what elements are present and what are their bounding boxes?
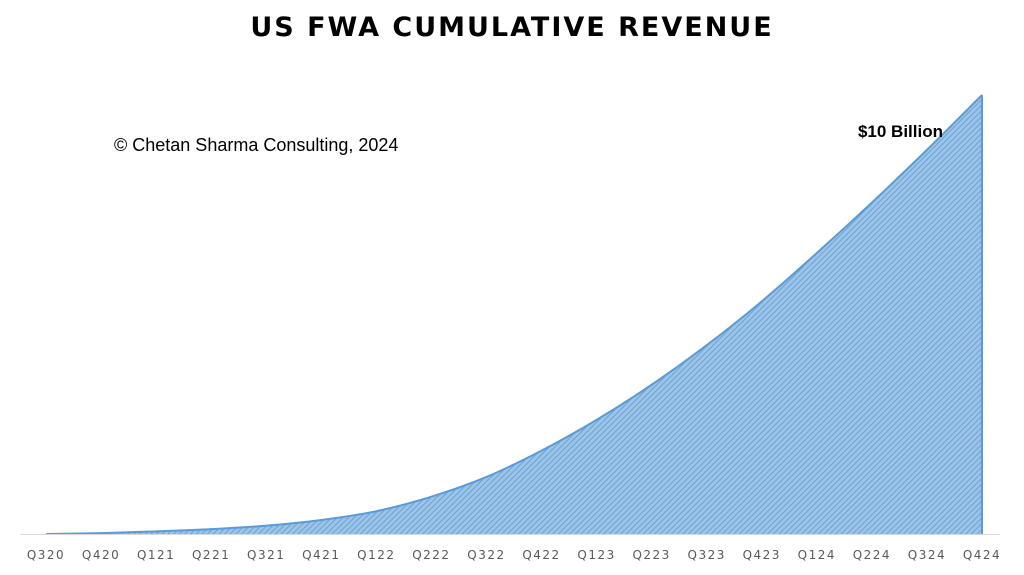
x-tick-label: Q222 (412, 548, 450, 562)
x-tick-label: Q322 (467, 548, 505, 562)
chart-title: US FWA CUMULATIVE REVENUE (250, 12, 774, 43)
data-labels: $10 Billion (858, 122, 943, 141)
x-tick-label: Q422 (522, 548, 560, 562)
x-tick-label: Q123 (577, 548, 615, 562)
x-tick-label: Q323 (688, 548, 726, 562)
area-fill (46, 95, 982, 534)
x-tick-label: Q221 (192, 548, 230, 562)
x-tick-label: Q420 (82, 548, 120, 562)
x-tick-label: Q421 (302, 548, 340, 562)
x-tick-label: Q223 (632, 548, 670, 562)
x-tick-label: Q423 (743, 548, 781, 562)
x-tick-label: Q121 (137, 548, 175, 562)
x-tick-label: Q424 (963, 548, 1001, 562)
area-layer (45, 94, 983, 535)
x-tick-label: Q124 (798, 548, 836, 562)
x-tick-label: Q320 (27, 548, 65, 562)
x-tick-labels: Q320 Q420 Q121 Q221 Q321 Q421 Q122 Q222 Q322 Q422… (27, 548, 1001, 562)
x-tick-label: Q224 (853, 548, 891, 562)
x-tick-label: Q321 (247, 548, 285, 562)
x-tick-label: Q122 (357, 548, 395, 562)
data-label-Q424: $10 Billion (858, 122, 943, 141)
copyright-text: © Chetan Sharma Consulting, 2024 (114, 135, 399, 155)
x-tick-label: Q324 (908, 548, 946, 562)
